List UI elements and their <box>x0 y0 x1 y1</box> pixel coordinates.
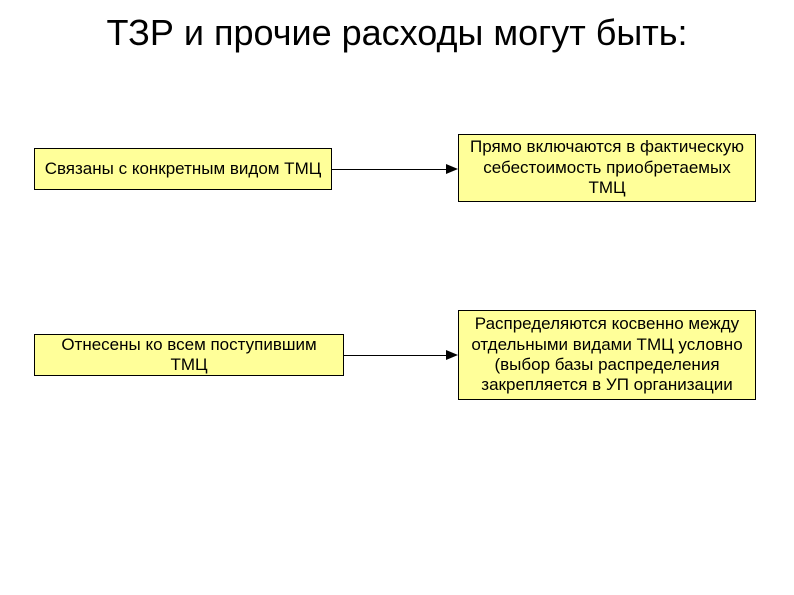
box-left-top: Связаны с конкретным видом ТМЦ <box>34 148 332 190</box>
box-right-top-label: Прямо включаются в фактическую себестоим… <box>467 137 747 198</box>
arrow-bottom-head <box>446 350 458 360</box>
box-left-top-label: Связаны с конкретным видом ТМЦ <box>45 159 322 179</box>
box-right-bottom: Распределяются косвенно между отдельными… <box>458 310 756 400</box>
arrow-top <box>332 169 446 170</box>
arrow-bottom <box>344 355 446 356</box>
arrow-top-head <box>446 164 458 174</box>
page-title: ТЗР и прочие расходы могут быть: <box>0 12 794 53</box>
box-left-bottom-label: Отнесены ко всем поступившим ТМЦ <box>43 335 335 376</box>
box-right-top: Прямо включаются в фактическую себестоим… <box>458 134 756 202</box>
box-left-bottom: Отнесены ко всем поступившим ТМЦ <box>34 334 344 376</box>
box-right-bottom-label: Распределяются косвенно между отдельными… <box>467 314 747 396</box>
